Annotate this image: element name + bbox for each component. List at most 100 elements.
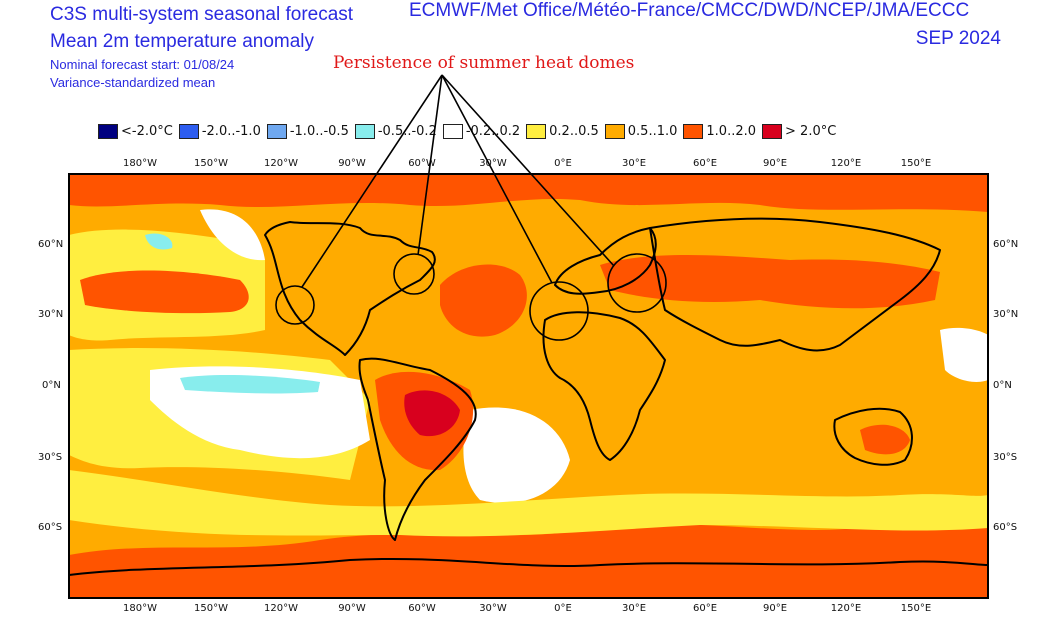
legend-item: 0.5..1.0 <box>604 123 678 139</box>
legend-item: 0.2..0.5 <box>526 123 599 139</box>
coastline-europe <box>554 227 657 295</box>
lon-label-top: 60°E <box>692 158 718 169</box>
lon-label-top: 0°E <box>554 158 572 169</box>
lat-label-left: 60°N <box>38 239 64 250</box>
legend-item: -1.0..-0.5 <box>266 123 349 139</box>
npacific-red <box>80 270 249 314</box>
legend-swatch <box>683 123 704 139</box>
mean-type: Variance-standardized mean <box>50 75 216 90</box>
lon-label-top: 120°E <box>830 158 862 169</box>
lon-label-top: 150°E <box>900 158 932 169</box>
legend: <-2.0°C -2.0..-1.0 -1.0..-0.5 -0.5..-0.2… <box>98 121 842 141</box>
coastline-north-america <box>264 221 436 356</box>
legend-swatch <box>178 123 199 139</box>
legend-item: -0.5..-0.2 <box>354 123 437 139</box>
annotation-pointers <box>301 74 615 288</box>
heat-dome-circle <box>393 253 435 295</box>
pointer-line <box>301 74 443 288</box>
coastline-south-america <box>358 357 477 541</box>
legend-label: -2.0..-1.0 <box>201 123 261 139</box>
coastline-africa <box>542 311 666 461</box>
lon-label-bottom: 120°W <box>264 603 298 614</box>
legend-label: 0.5..1.0 <box>627 123 678 139</box>
legend-swatch <box>762 123 783 139</box>
valid-month: SEP 2024 <box>915 28 1001 49</box>
australia-red <box>860 424 910 455</box>
lat-label-left: 30°S <box>38 452 63 463</box>
pointer-line <box>417 74 443 256</box>
lon-label-top: 30°E <box>621 158 647 169</box>
arctic-warm-band <box>69 174 988 212</box>
lon-label-bottom: 150°W <box>194 603 228 614</box>
legend-label: > 2.0°C <box>785 123 837 139</box>
heat-dome-markers <box>275 253 667 341</box>
lon-label-bottom: 150°E <box>900 603 932 614</box>
legend-label: -1.0..-0.5 <box>289 123 349 139</box>
lat-label-left: 60°S <box>38 522 63 533</box>
lat-label-left: 0°N <box>42 380 61 391</box>
southern-yellow <box>69 470 988 537</box>
samerica-hot <box>404 390 460 437</box>
natlantic-red <box>440 264 527 337</box>
lon-label-top: 90°W <box>338 158 366 169</box>
legend-swatch <box>354 123 375 139</box>
lon-label-bottom: 60°E <box>692 603 718 614</box>
lat-label-right: 0°N <box>993 380 1012 391</box>
lat-label-right: 60°S <box>993 522 1018 533</box>
lon-label-bottom: 180°W <box>123 603 157 614</box>
lat-label-right: 30°S <box>993 452 1018 463</box>
legend-label: <-2.0°C <box>121 123 173 139</box>
heat-dome-circle <box>607 253 667 313</box>
southern-warm-band <box>69 523 988 598</box>
legend-item: -2.0..-1.0 <box>178 123 261 139</box>
lon-label-bottom: 120°E <box>830 603 862 614</box>
lat-label-left: 30°N <box>38 309 64 320</box>
lon-label-bottom: 30°E <box>621 603 647 614</box>
legend-swatch <box>442 123 463 139</box>
lon-label-bottom: 90°W <box>338 603 366 614</box>
legend-swatch <box>526 123 547 139</box>
pointer-line <box>441 74 553 284</box>
legend-swatch <box>266 123 287 139</box>
pointer-line <box>441 74 615 267</box>
tropical-pacific-cool <box>180 375 320 394</box>
eurasia-red <box>600 255 940 309</box>
coastline-australia <box>833 407 913 466</box>
lat-label-right: 60°N <box>993 239 1019 250</box>
legend-label: 0.2..0.5 <box>549 123 599 139</box>
nepacific-neutral <box>200 209 265 261</box>
coastline-asia <box>649 217 941 352</box>
lon-label-bottom: 30°W <box>479 603 507 614</box>
legend-item: > 2.0°C <box>762 123 837 139</box>
lon-label-top: 90°E <box>762 158 788 169</box>
greenland-cool <box>145 233 173 250</box>
lon-label-bottom: 0°E <box>554 603 572 614</box>
legend-swatch <box>604 123 625 139</box>
anomaly-field <box>69 174 988 598</box>
lon-label-bottom: 60°W <box>408 603 436 614</box>
lon-label-top: 180°W <box>123 158 157 169</box>
legend-swatch <box>98 123 118 139</box>
heat-dome-circle <box>529 281 589 341</box>
legend-label: 1.0..2.0 <box>706 123 757 139</box>
lon-label-top: 60°W <box>408 158 436 169</box>
title-line-2: Mean 2m temperature anomaly <box>50 31 315 52</box>
coastline-antarctica <box>68 557 989 576</box>
centres-list: ECMWF/Met Office/Météo-France/CMCC/DWD/N… <box>409 0 970 21</box>
lat-label-right: 30°N <box>993 309 1019 320</box>
lon-label-top: 150°W <box>194 158 228 169</box>
legend-item: 1.0..2.0 <box>683 123 757 139</box>
coastlines <box>68 217 989 576</box>
satlantic-neutral <box>463 407 570 504</box>
heat-dome-annotation: Persistence of summer heat domes <box>333 53 635 73</box>
lon-label-top: 120°W <box>264 158 298 169</box>
east-pacific-neutral <box>940 327 988 382</box>
legend-item: <-2.0°C <box>98 123 173 139</box>
lon-label-bottom: 90°E <box>762 603 788 614</box>
heat-dome-circle <box>275 285 315 325</box>
map-frame <box>68 173 989 599</box>
legend-label: -0.5..-0.2 <box>377 123 437 139</box>
title-line-1: C3S multi-system seasonal forecast <box>50 4 354 25</box>
forecast-start: Nominal forecast start: 01/08/24 <box>50 57 235 72</box>
